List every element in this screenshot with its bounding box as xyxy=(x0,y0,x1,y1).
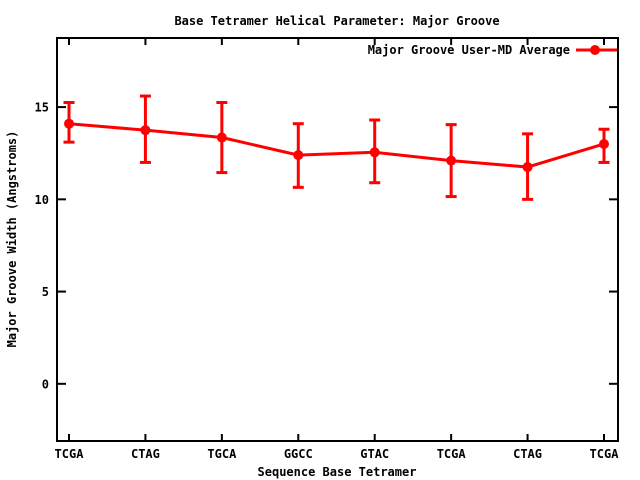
x-tick-label: CTAG xyxy=(131,447,160,461)
x-tick-label: TCGA xyxy=(590,447,620,461)
data-point-marker xyxy=(216,132,227,143)
y-tick-label: 15 xyxy=(35,101,49,115)
x-tick-label: TCGA xyxy=(437,447,467,461)
data-point-marker xyxy=(446,155,457,166)
data-point-marker xyxy=(293,150,304,161)
x-tick-label: GGCC xyxy=(284,447,313,461)
data-line xyxy=(68,122,605,169)
x-tick-label: TCGA xyxy=(55,447,85,461)
x-axis-label: Sequence Base Tetramer xyxy=(258,465,417,479)
plot-frame: TCGA CTAG TGCA GGCC GTAC TCGA CTAG TCGA 0 5 10 15 xyxy=(35,37,620,461)
plot-border xyxy=(56,37,619,442)
data-point-marker xyxy=(522,162,533,173)
y-axis-label: Major Groove Width (Angstroms) xyxy=(5,131,19,348)
legend-sample xyxy=(576,45,617,55)
y-tick-label: 10 xyxy=(35,193,49,207)
y-tick-label: 0 xyxy=(42,377,49,391)
data-point-marker xyxy=(64,118,74,129)
data-point-marker xyxy=(369,147,380,158)
legend-marker xyxy=(590,45,600,55)
y-tick-label: 5 xyxy=(42,285,49,299)
data-point-marker xyxy=(140,125,151,136)
x-tick-label: TGCA xyxy=(207,447,237,461)
chart-title: Base Tetramer Helical Parameter: Major G… xyxy=(174,14,499,28)
legend-label: Major Groove User-MD Average xyxy=(368,43,570,57)
x-tick-label: GTAC xyxy=(360,447,389,461)
plot-series-layer xyxy=(63,94,610,201)
x-tick-label: CTAG xyxy=(513,447,542,461)
data-point-marker xyxy=(599,138,609,149)
